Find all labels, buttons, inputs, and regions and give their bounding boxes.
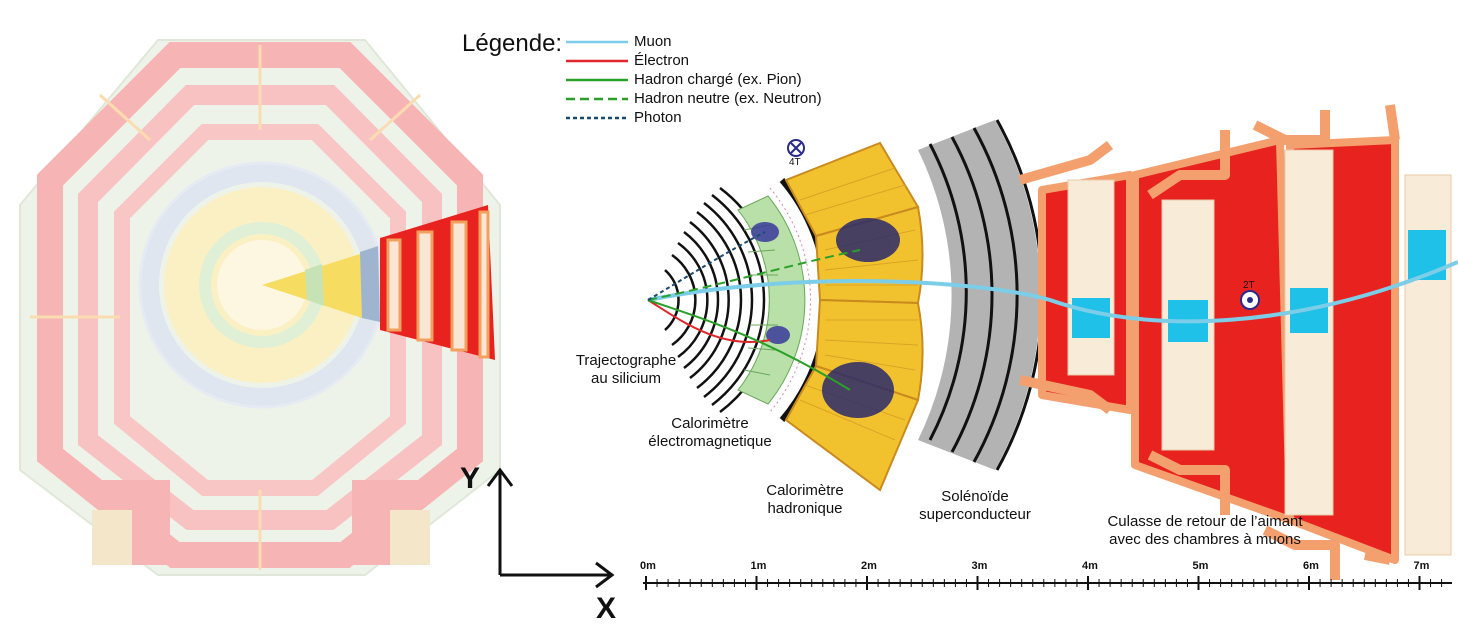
xy-axes <box>486 467 615 589</box>
hcal-blocks <box>784 141 924 492</box>
scale-tick-label: 6m <box>1303 560 1319 572</box>
field-label-inner: 4T <box>789 157 801 168</box>
yoke-label: Culasse de retour de l’aimant avec des ch… <box>1107 513 1303 548</box>
legend-item-neutral-hadron: Hadron neutre (ex. Neutron) <box>634 90 822 107</box>
yoke-brackets <box>1018 104 1400 580</box>
legend-item-charged-hadron: Hadron chargé (ex. Pion) <box>634 71 802 88</box>
x-axis-label: X <box>596 592 617 625</box>
electron-track <box>647 299 771 343</box>
highlight-yoke-sector <box>380 205 495 360</box>
scale-tick-label: 1m <box>750 560 767 572</box>
particle-tracks <box>647 231 1458 391</box>
legend-item-muon: Muon <box>634 33 672 50</box>
yoke-feet <box>92 480 430 565</box>
hcal-label: Calorimètre hadronique <box>766 482 844 517</box>
legend-swatches <box>566 40 628 120</box>
particle-showers <box>751 218 900 418</box>
photon-track <box>647 231 766 301</box>
field-label-outer: 2T <box>1243 280 1255 291</box>
legend-item-photon: Photon <box>634 109 682 126</box>
scale-tick-label: 3m <box>971 560 988 572</box>
charged-hadron-track <box>647 299 851 391</box>
ecal-label: Calorimètre électromagnetique <box>648 415 772 450</box>
field-symbol-inner <box>787 139 805 157</box>
muon-track <box>647 260 1458 324</box>
detector-wedge <box>647 104 1458 580</box>
field-symbol-outer <box>1240 290 1260 310</box>
scale-tick-label: 7m <box>1413 560 1430 572</box>
solenoid-label: Solénoïde superconducteur <box>919 488 1031 523</box>
scale-bar <box>643 576 1452 590</box>
yoke-rings <box>37 42 483 568</box>
ecal-block <box>737 195 806 405</box>
solenoid-block <box>918 120 1041 470</box>
legend-item-electron: Électron <box>634 52 690 69</box>
scale-tick-label: 0m <box>640 560 656 572</box>
scale-tick-label: 2m <box>861 560 877 572</box>
tracker-label: Trajectographe au silicium <box>575 352 677 387</box>
scale-tick-label: 4m <box>1082 560 1098 572</box>
legend-title: Légende: <box>462 30 563 57</box>
y-axis-label: Y <box>460 462 481 495</box>
scale-tick-label: 5m <box>1192 560 1209 572</box>
cross-section-overview <box>19 39 501 576</box>
